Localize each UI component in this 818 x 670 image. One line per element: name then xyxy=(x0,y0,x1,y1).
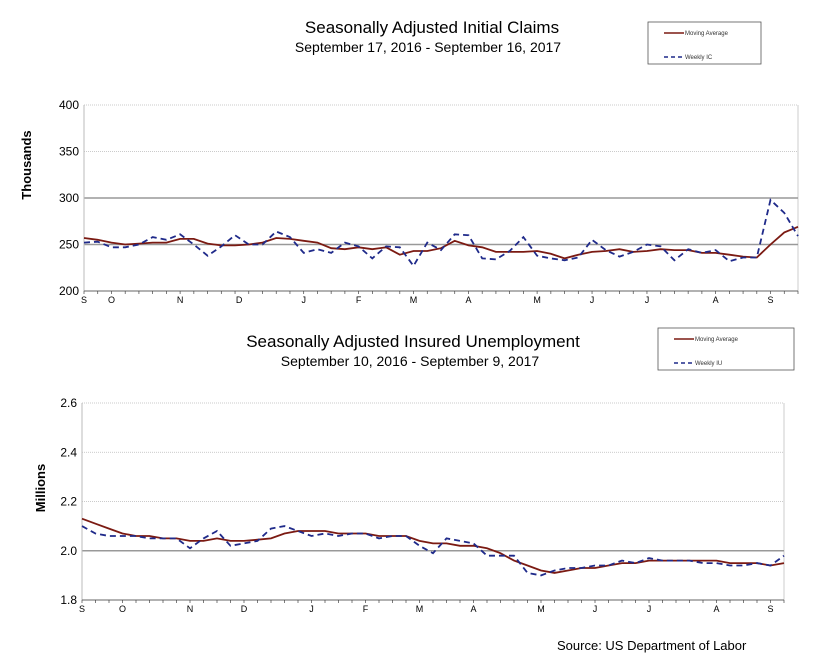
x-tick-label: J xyxy=(593,604,598,614)
x-tick-label: M xyxy=(537,604,545,614)
x-tick-label: A xyxy=(470,604,476,614)
initial-claims-chart: Seasonally Adjusted Initial Claims Septe… xyxy=(19,18,799,305)
insured-unemployment-chart: Seasonally Adjusted Insured Unemployment… xyxy=(33,327,795,614)
y-tick-label: 250 xyxy=(59,238,79,252)
x-tick-label: F xyxy=(356,295,362,305)
chart-title: Seasonally Adjusted Initial Claims xyxy=(305,18,559,37)
y-tick-label: 1.8 xyxy=(60,593,77,607)
y-tick-label: 400 xyxy=(59,98,79,112)
legend-label: Moving Average xyxy=(695,337,739,343)
x-tick-label: D xyxy=(241,604,248,614)
chart-title: Seasonally Adjusted Insured Unemployment xyxy=(246,332,580,351)
y-tick-label: 200 xyxy=(59,284,79,298)
legend-label: Weekly IC xyxy=(685,55,713,61)
x-tick-label: F xyxy=(363,604,369,614)
x-tick-label: S xyxy=(767,604,773,614)
x-tick-label: A xyxy=(465,295,471,305)
x-tick-label: J xyxy=(309,604,314,614)
legend-label: Moving Average xyxy=(685,31,729,37)
x-tick-label: S xyxy=(81,295,87,305)
series-line-weekly-iu xyxy=(81,525,785,577)
legend: Moving Average Weekly IU xyxy=(657,327,795,371)
x-tick-label: M xyxy=(410,295,418,305)
x-tick-label: A xyxy=(713,604,719,614)
x-tick-label: N xyxy=(177,295,184,305)
y-axis-label: Thousands xyxy=(19,130,34,199)
legend-box xyxy=(657,327,795,371)
x-tick-label: O xyxy=(108,295,115,305)
x-tick-label: J xyxy=(301,295,306,305)
x-tick-label: J xyxy=(645,295,650,305)
chart-subtitle: September 10, 2016 - September 9, 2017 xyxy=(281,353,540,369)
y-tick-label: 2.0 xyxy=(60,544,77,558)
y-axis-label: Millions xyxy=(33,464,48,512)
series-line-moving-average xyxy=(83,225,799,260)
x-tick-label: J xyxy=(647,604,652,614)
x-tick-label: S xyxy=(79,604,85,614)
y-tick-label: 2.4 xyxy=(60,445,77,459)
x-tick-label: A xyxy=(713,295,719,305)
x-tick-label: M xyxy=(533,295,541,305)
x-tick-label: S xyxy=(768,295,774,305)
y-tick-label: 350 xyxy=(59,145,79,159)
x-tick-label: D xyxy=(236,295,243,305)
x-tick-label: J xyxy=(590,295,595,305)
series-line-moving-average xyxy=(81,517,785,574)
x-tick-label: N xyxy=(187,604,194,614)
x-tick-label: M xyxy=(416,604,424,614)
y-tick-label: 2.6 xyxy=(60,396,77,410)
source-note: Source: US Department of Labor xyxy=(557,638,747,653)
x-tick-label: O xyxy=(119,604,126,614)
series-line-weekly-ic xyxy=(83,198,799,268)
y-tick-label: 300 xyxy=(59,191,79,205)
legend: Moving Average Weekly IC xyxy=(647,21,762,65)
chart-subtitle: September 17, 2016 - September 16, 2017 xyxy=(295,39,561,55)
y-tick-label: 2.2 xyxy=(60,495,77,509)
legend-label: Weekly IU xyxy=(695,361,722,367)
